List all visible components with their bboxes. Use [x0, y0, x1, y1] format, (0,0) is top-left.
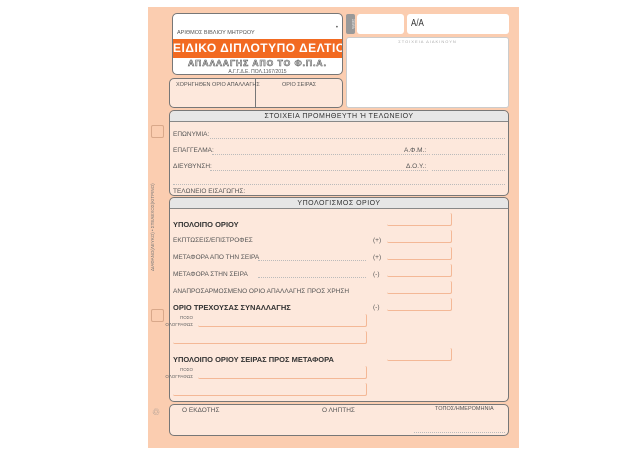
book-number-label: ΑΡΙΘΜΟΣ ΒΙΒΛΙΟΥ ΜΗΤΡΩΟΥ [177, 30, 255, 36]
carry-amount-words-field-2[interactable] [173, 383, 367, 396]
carry-field[interactable] [387, 348, 452, 361]
adjusted-label: ΑΝΑΠΡΟΣΑΡΜΟΣΜΕΝΟ ΟΡΙΟ ΑΠΑΛΛΑΓΗΣ ΠΡΟΣ ΧΡΗ… [173, 288, 350, 295]
extra-line[interactable] [173, 184, 505, 185]
place-date-field[interactable] [414, 432, 505, 433]
series-field[interactable] [357, 14, 404, 34]
aa-label: Α/Α [411, 18, 424, 29]
recycle-logo-icon: ♲ [152, 407, 161, 417]
form-subtitle: ΑΠΑΛΛΑΓΗΣ ΑΠΟ ΤΟ Φ.Π.Α. [188, 58, 327, 69]
current-amount-words-field[interactable] [198, 314, 367, 327]
transfer-to-field[interactable] [387, 264, 452, 277]
carry-label: ΥΠΟΛΟΙΠΟ ΟΡΙΟΥ ΣΕΙΡΑΣ ΠΡΟΣ ΜΕΤΑΦΟΡΑ [173, 355, 334, 364]
issuer-data-box: ΣΤΟΙΧΕΙΑ ΔΙΑΚΙΝΟΥΝ [346, 37, 509, 108]
transfer-from-field[interactable] [387, 247, 452, 260]
transfer-from-sign: (+) [373, 254, 382, 261]
vat-field[interactable] [432, 154, 505, 155]
current-sign: (-) [373, 304, 380, 311]
issuer-data-label: ΣΤΟΙΧΕΙΑ ΔΙΑΚΙΝΟΥΝ [398, 39, 457, 44]
current-amount-label: ΠΟΣΟ [179, 315, 193, 320]
name-field[interactable] [210, 138, 505, 139]
tax-office-field[interactable] [432, 170, 505, 171]
issuer-signature-label: Ο ΕΚΔΟΤΗΣ [182, 407, 220, 414]
remaining-label: ΥΠΟΛΟΙΠΟ ΟΡΙΟΥ [173, 220, 239, 229]
carry-words-label: ΟΛΟΓΡΑΦΩΣ [165, 374, 193, 379]
current-amount-words-field-2[interactable] [173, 331, 367, 344]
discounts-sign: (+) [373, 237, 382, 244]
granted-limit-label: ΧΟΡΗΓΗΘΕΝ ΟΡΙΟ ΑΠΑΛΛΑΓΗΣ [176, 82, 260, 88]
address-field[interactable] [210, 170, 428, 171]
transfer-to-sign: (-) [373, 271, 380, 278]
current-field[interactable] [387, 298, 452, 311]
carry-amount-words-field[interactable] [198, 366, 367, 379]
profession-field[interactable] [212, 154, 430, 155]
vat-label: Α.Φ.Μ.: [404, 147, 427, 154]
dot: • [335, 25, 338, 31]
limits-box: ΧΟΡΗΓΗΘΕΝ ΟΡΙΟ ΑΠΑΛΛΑΓΗΣ ΟΡΙΟ ΣΕΙΡΑΣ [169, 78, 343, 108]
transfer-to-label: ΜΕΤΑΦΟΡΑ ΣΤΗΝ ΣΕΙΡΑ [173, 271, 248, 278]
side-checkbox-top[interactable] [151, 125, 164, 138]
reference: Α.Γ.Γ.Δ.Ε. ΠΟΛ.1167/2015 [228, 69, 287, 75]
series-tab: ΣΕΙΡΑ [346, 14, 355, 34]
supplier-section: ΣΤΟΙΧΕΙΑ ΠΡΟΜΗΘΕΥΤΗ Ή ΤΕΛΩΝΕΙΟΥ ΕΠΩΝΥΜΙΑ… [169, 110, 509, 196]
adjusted-field[interactable] [387, 281, 452, 294]
discounts-field[interactable] [387, 230, 452, 243]
signature-section: Ο ΕΚΔΟΤΗΣ Ο ΛΗΠΤΗΣ ΤΟΠΟΣ/ΗΜΕΡΟΜΗΝΙΑ [169, 404, 509, 436]
title-box: ΑΡΙΘΜΟΣ ΒΙΒΛΙΟΥ ΜΗΤΡΩΟΥ • ΕΙΔΙΚΟ ΔΙΠΛΟΤΥ… [172, 13, 343, 75]
aa-field[interactable]: Α/Α [407, 14, 509, 34]
name-label: ΕΠΩΝΥΜΙΑ: [173, 131, 210, 138]
remaining-field[interactable] [387, 213, 452, 226]
profession-label: ΕΠΑΓΓΕΛΜΑ: [173, 147, 214, 154]
address-label: ΔΙΕΥΘΥΝΣΗ: [173, 163, 212, 170]
form-sheet: ΑΡΙΘΜΟΣ ΒΙΒΛΙΟΥ ΜΗΤΡΩΟΥ • ΕΙΔΙΚΟ ΔΙΠΛΟΤΥ… [148, 7, 519, 448]
calc-section: ΥΠΟΛΟΓΙΣΜΟΣ ΟΡΙΟΥ ΥΠΟΛΟΙΠΟ ΟΡΙΟΥ ΕΚΠΤΩΣΕ… [165, 197, 509, 402]
recipient-signature-label: Ο ΛΗΠΤΗΣ [322, 407, 355, 414]
side-label: ΔΙΑΦΑΝΟ(ΛΕΥΚΟ) • ΣΤΕΛΕΧΟΣ(ΚΙΤΡΙΝΟ) [150, 183, 155, 271]
carry-amount-label: ΠΟΣΟ [179, 367, 193, 372]
tax-office-label: Δ.Ο.Υ.: [406, 163, 427, 170]
customs-label: ΤΕΛΩΝΕΙΟ ΕΙΣΑΓΩΓΗΣ: [173, 188, 246, 195]
discounts-label: ΕΚΠΤΩΣΕΙΣ/ΕΠΙΣΤΡΟΦΕΣ [173, 237, 253, 244]
side-checkbox-bottom[interactable] [151, 309, 164, 322]
calc-title: ΥΠΟΛΟΓΙΣΜΟΣ ΟΡΙΟΥ [170, 198, 508, 209]
current-label: ΟΡΙΟ ΤΡΕΧΟΥΣΑΣ ΣΥΝΑΛΛΑΓΗΣ [173, 303, 291, 312]
place-date-label: ΤΟΠΟΣ/ΗΜΕΡΟΜΗΝΙΑ [435, 406, 494, 412]
transfer-from-label: ΜΕΤΑΦΟΡΑ ΑΠΟ ΤΗΝ ΣΕΙΡΑ [173, 254, 260, 261]
series-limit-label: ΟΡΙΟ ΣΕΙΡΑΣ [282, 82, 317, 88]
supplier-title: ΣΤΟΙΧΕΙΑ ΠΡΟΜΗΘΕΥΤΗ Ή ΤΕΛΩΝΕΙΟΥ [170, 111, 508, 122]
form-title: ΕΙΔΙΚΟ ΔΙΠΛΟΤΥΠΟ ΔΕΛΤΙΟ [173, 39, 342, 58]
current-words-label: ΟΛΟΓΡΑΦΩΣ [165, 322, 193, 327]
